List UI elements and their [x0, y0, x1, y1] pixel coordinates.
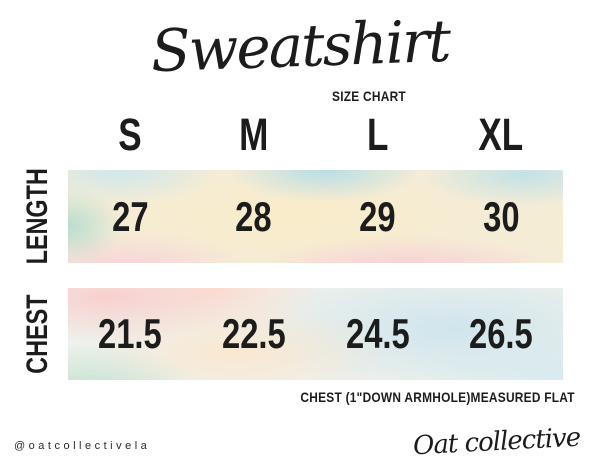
- length-value-s-text: 27: [111, 192, 149, 240]
- chest-value-l: 24.5: [316, 313, 440, 355]
- length-value-xl-text: 30: [482, 192, 520, 240]
- chest-value-m-text: 22.5: [221, 310, 286, 357]
- chest-value-xl-text: 26.5: [469, 310, 534, 357]
- page-title-text: Sweatshirt: [149, 6, 451, 86]
- chest-value-s-text: 21.5: [97, 310, 162, 357]
- size-header-m: M: [192, 110, 316, 158]
- size-header-m-text: M: [239, 108, 269, 160]
- chest-value-m: 22.5: [192, 313, 316, 355]
- size-header-l-text: L: [366, 108, 389, 160]
- measurement-footnote-text: CHEST (1"DOWN ARMHOLE)MEASURED FLAT: [300, 389, 575, 405]
- length-row-label: LENGTH: [21, 156, 54, 276]
- size-chart-label: SIZE CHART: [332, 88, 419, 104]
- size-header-l: L: [316, 110, 440, 158]
- length-value-s: 27: [68, 192, 192, 240]
- size-header-xl: XL: [439, 110, 563, 158]
- chest-row-label-text: CHEST: [21, 294, 54, 374]
- length-row-label-text: LENGTH: [21, 167, 54, 265]
- length-value-m-text: 28: [235, 192, 272, 240]
- chest-row: 21.5 22.5 24.5 26.5: [68, 288, 563, 380]
- brand-signature: Oat collective: [412, 422, 581, 462]
- instagram-handle: @oatcollectivela: [14, 440, 151, 452]
- size-header-xl-text: XL: [478, 108, 524, 160]
- length-value-m: 28: [192, 192, 316, 240]
- length-row: 27 28 29 30: [68, 170, 563, 263]
- page-title: Sweatshirt: [150, 7, 450, 85]
- size-header-row: S M L XL: [68, 110, 563, 158]
- measurement-footnote: CHEST (1"DOWN ARMHOLE)MEASURED FLAT: [252, 389, 575, 405]
- chest-value-s: 21.5: [68, 313, 192, 355]
- chest-row-label: CHEST: [21, 274, 54, 394]
- size-chart-label-text: SIZE CHART: [332, 88, 406, 104]
- length-value-l: 29: [316, 192, 440, 240]
- chest-value-l-text: 24.5: [345, 310, 410, 357]
- length-value-xl: 30: [439, 192, 563, 240]
- chest-value-xl: 26.5: [439, 313, 563, 355]
- size-header-s: S: [68, 110, 192, 158]
- length-value-l-text: 29: [359, 192, 396, 240]
- size-header-s-text: S: [118, 108, 142, 160]
